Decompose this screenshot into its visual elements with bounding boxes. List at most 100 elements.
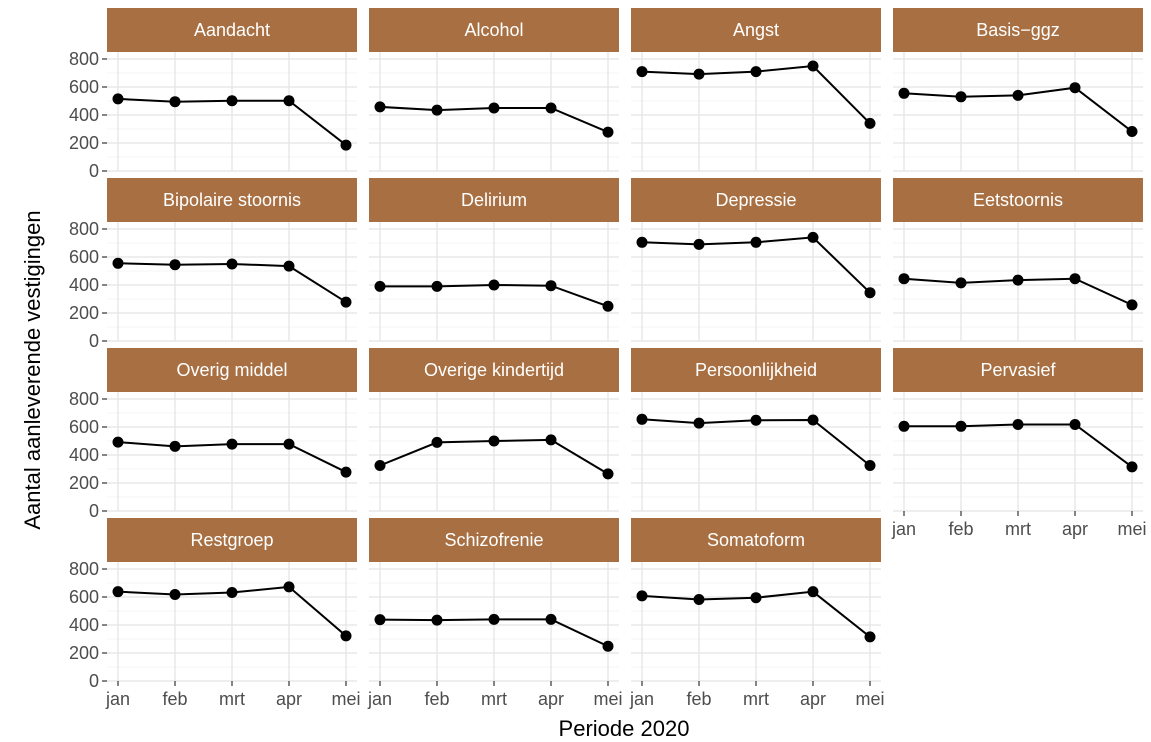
panel-delirium: Delirium [369, 178, 619, 342]
data-point [374, 280, 386, 292]
data-point [636, 66, 648, 78]
data-point [545, 280, 557, 292]
x-tick-label: feb [162, 689, 187, 709]
data-point [693, 594, 705, 606]
x-tick-label: mei [593, 689, 622, 709]
y-tick-label: 200 [69, 133, 99, 153]
panel-title: Eetstoornis [973, 190, 1063, 210]
data-point [955, 91, 967, 103]
panel-strip [369, 348, 619, 392]
y-tick-label: 600 [69, 417, 99, 437]
data-point [431, 436, 443, 448]
y-tick-label: 600 [69, 587, 99, 607]
panel-title: Alcohol [464, 20, 523, 40]
panel-strip [631, 518, 881, 562]
data-point [1126, 126, 1138, 138]
data-point [864, 287, 876, 299]
data-point [898, 420, 910, 432]
x-tick-label: mrt [1005, 519, 1031, 539]
panel-persoonlijkheid: Persoonlijkheid [631, 348, 881, 512]
data-point [750, 592, 762, 604]
data-point [283, 581, 295, 593]
data-point [1069, 418, 1081, 430]
data-point [488, 435, 500, 447]
x-tick-label: apr [538, 689, 564, 709]
data-point [545, 434, 557, 446]
data-point [1012, 89, 1024, 101]
data-point [488, 279, 500, 291]
panel-aandacht: Aandacht 0 200 400 600 800 [69, 8, 357, 181]
panel-eetstoornis: Eetstoornis [893, 178, 1143, 342]
y-axis-title: Aantal aanleverende vestigingen [20, 210, 45, 529]
y-tick-label: 0 [89, 161, 99, 181]
data-point [112, 586, 124, 598]
data-point [226, 438, 238, 450]
panel-strip [107, 178, 357, 222]
data-point [807, 60, 819, 72]
data-point [750, 236, 762, 248]
data-point [226, 95, 238, 107]
panel-angst: Angst [631, 8, 881, 172]
data-point [431, 280, 443, 292]
panel-depressie: Depressie [631, 178, 881, 342]
data-point [898, 273, 910, 285]
x-tick-label: jan [629, 689, 654, 709]
data-point [431, 104, 443, 116]
data-point [169, 588, 181, 600]
x-tick-label: feb [948, 519, 973, 539]
panel-overig-middel: Overig middel 0 200 400 600 800 [69, 348, 357, 521]
y-tick-label: 800 [69, 219, 99, 239]
panel-title: Restgroep [190, 530, 273, 550]
data-point [340, 296, 352, 308]
x-tick-label: mei [331, 689, 360, 709]
data-point [545, 102, 557, 114]
panel-pervasief: Pervasief jan feb mrt apr mei [891, 348, 1147, 539]
data-point [283, 260, 295, 272]
data-point [602, 300, 614, 312]
panel-title: Basis−ggz [976, 20, 1060, 40]
panel-schizofrenie: Schizofrenie jan feb mrt apr mei [367, 518, 623, 709]
panel-title: Persoonlijkheid [695, 360, 817, 380]
data-point [864, 117, 876, 129]
y-tick-label: 600 [69, 77, 99, 97]
data-point [226, 587, 238, 599]
data-point [1069, 273, 1081, 285]
x-tick-label: apr [800, 689, 826, 709]
panel-alcohol: Alcohol [369, 8, 619, 172]
panel-somatoform: Somatoform jan feb mrt apr mei [629, 518, 885, 709]
data-point [1069, 82, 1081, 94]
x-tick-label: mrt [219, 689, 245, 709]
data-point [283, 95, 295, 107]
data-point [750, 66, 762, 78]
panel-overige-kindertijd: Overige kindertijd [369, 348, 619, 512]
panel-restgroep: Restgroep 0 200 400 600 800 jan feb mrt apr mei [69, 518, 361, 709]
data-point [807, 231, 819, 243]
data-point [602, 468, 614, 480]
data-point [693, 68, 705, 80]
panel-title: Somatoform [707, 530, 805, 550]
x-tick-label: feb [424, 689, 449, 709]
data-point [112, 257, 124, 269]
data-point [431, 614, 443, 626]
panel-strip [893, 178, 1143, 222]
x-tick-label: mei [1117, 519, 1146, 539]
data-point [340, 466, 352, 478]
y-tick-label: 0 [89, 671, 99, 691]
y-tick-label: 0 [89, 331, 99, 351]
y-tick-label: 200 [69, 303, 99, 323]
x-axis-title: Periode 2020 [559, 716, 690, 741]
data-point [374, 101, 386, 113]
panel-strip [631, 178, 881, 222]
x-tick-label: mrt [481, 689, 507, 709]
panel-title: Bipolaire stoornis [163, 190, 301, 210]
data-point [488, 102, 500, 114]
y-tick-label: 800 [69, 389, 99, 409]
y-tick-label: 400 [69, 105, 99, 125]
panel-strip [631, 348, 881, 392]
data-point [864, 631, 876, 643]
x-tick-label: apr [1062, 519, 1088, 539]
y-tick-label: 400 [69, 615, 99, 635]
panel-strip [107, 518, 357, 562]
data-point [545, 613, 557, 625]
data-point [636, 413, 648, 425]
